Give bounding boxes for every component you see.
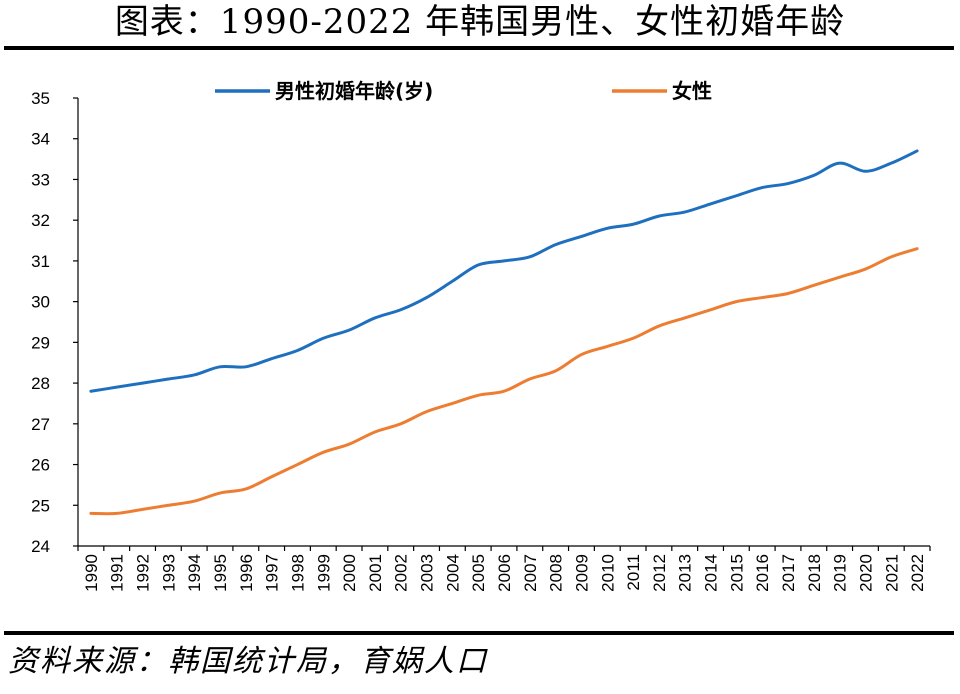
x-tick-label: 1997 [263,554,282,592]
x-tick-label: 2010 [598,554,617,592]
x-tick-label: 2013 [676,554,695,592]
y-tick-label: 31 [31,252,50,271]
x-tick-label: 2007 [521,554,540,592]
x-tick-label: 2008 [547,554,566,592]
x-tick-label: 2022 [908,554,927,592]
chart-title: 图表：1990-2022 年韩国男性、女性初婚年龄 [114,2,846,42]
x-tick-label: 2006 [495,554,514,592]
y-tick-label: 34 [31,130,50,149]
legend: 男性初婚年龄(岁) 女性 [215,79,712,103]
y-tick-label: 33 [31,170,50,189]
x-tick-label: 2020 [856,554,875,592]
title-divider [4,46,954,50]
x-tick-label: 2012 [650,554,669,592]
x-tick-label: 1991 [108,554,127,592]
y-tick-label: 24 [31,537,50,556]
x-tick-label: 1995 [211,554,230,592]
y-tick-label: 25 [31,496,50,515]
x-tick-label: 1992 [134,554,153,592]
source-note: 资料来源：韩国统计局，育娲人口 [8,644,488,679]
x-tick-label: 2005 [469,554,488,592]
x-tick-label: 2004 [443,554,462,592]
x-tick-label: 1993 [159,554,178,592]
x-tick-label: 2009 [572,554,591,592]
x-tick-label: 2017 [779,554,798,592]
y-axis: 24 25 26 27 28 29 30 31 32 33 34 35 [31,89,79,556]
y-tick-label: 26 [31,456,50,475]
legend-label: 男性初婚年龄(岁) [275,79,433,103]
x-tick-label: 1998 [288,554,307,592]
x-tick-label: 1996 [237,554,256,592]
x-tick-label: 2014 [702,554,721,592]
y-tick-label: 28 [31,374,50,393]
series-line-female [89,247,919,516]
y-tick-label: 32 [31,211,50,230]
x-tick-label: 2001 [366,554,385,592]
legend-label: 女性 [672,79,712,103]
x-tick-label: 1990 [82,554,101,592]
x-tick-label: 2003 [418,554,437,592]
x-tick-label: 2015 [727,554,746,592]
x-tick-label: 2002 [392,554,411,592]
y-tick-label: 35 [31,89,50,108]
series-line-male [89,149,919,393]
x-tick-label: 2019 [831,554,850,592]
x-tick-label: 2016 [753,554,772,592]
series-group [89,149,919,516]
y-tick-label: 27 [31,415,50,434]
x-tick-label: 2000 [340,554,359,592]
x-tick-label: 1999 [314,554,333,592]
x-axis: 1990 1991 1992 1993 1994 1995 1996 1997 1998 1999… [77,545,931,592]
footer-divider [4,631,954,635]
line-chart: 男性初婚年龄(岁) 女性 24 25 26 27 28 29 30 31 32 33 34 35 199… [31,79,931,592]
y-tick-label: 30 [31,293,50,312]
x-tick-label: 1994 [185,554,204,592]
x-tick-label: 2018 [805,554,824,592]
x-tick-label: 2021 [882,554,901,592]
y-tick-label: 29 [31,333,50,352]
x-tick-label: 2011 [624,554,643,591]
